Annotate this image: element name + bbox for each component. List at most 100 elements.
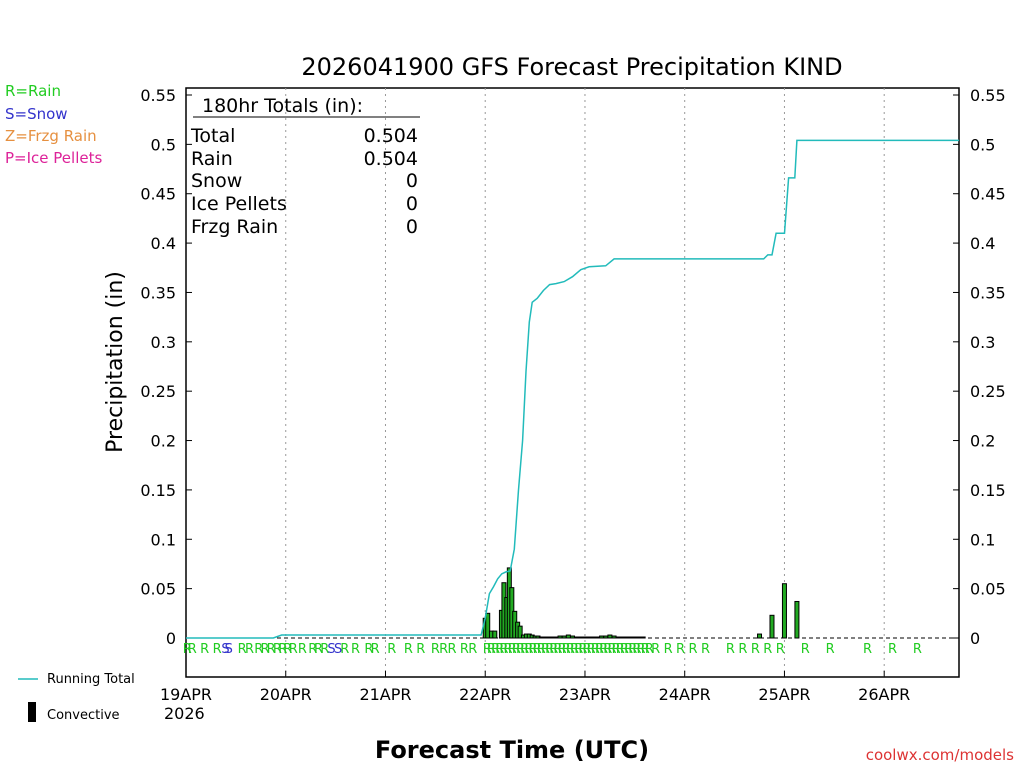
ptype-letter: R — [863, 642, 872, 657]
watermark: coolwx.com/models — [866, 746, 1014, 764]
x-tick-label: 26APR — [858, 685, 910, 704]
precip-bars — [482, 567, 800, 639]
ptype-letter: R — [387, 642, 396, 657]
ptype-letter: S — [327, 642, 335, 657]
ptype-letter: R — [587, 642, 596, 657]
ptype-letter: R — [632, 642, 641, 657]
precip-bar — [781, 583, 787, 639]
ptype-letter: R — [620, 642, 629, 657]
ptype-letter: R — [549, 642, 558, 657]
precip-bar — [590, 636, 596, 639]
totals-label-frzg-rain: Frzg Rain — [191, 216, 278, 238]
ptype-letter: R — [537, 642, 546, 657]
ptype-letter: R — [801, 642, 810, 657]
y-axis-left: 0 0.05 0.1 0.15 0.2 0.25 0.3 0.35 0.4 0.45 0.5 0.55 — [140, 86, 192, 648]
precip-bar — [578, 636, 584, 639]
ptype-letter: R — [495, 642, 504, 657]
ptype-letter: R — [520, 642, 529, 657]
ptype-letter: R — [183, 642, 192, 657]
y-tick-label-left: 0.15 — [140, 481, 176, 500]
precip-bar — [607, 634, 613, 639]
precip-bar — [582, 636, 588, 639]
ptype-letter: S — [334, 642, 342, 657]
precip-bar — [570, 635, 575, 639]
x-tick-label: 23APR — [559, 685, 611, 704]
ptype-letter: R — [738, 642, 747, 657]
legend-convective-swatch — [28, 702, 36, 722]
ptype-letter: R — [616, 642, 625, 657]
y-tick-label-right: 0.25 — [970, 382, 1006, 401]
ptype-letter: R — [504, 642, 513, 657]
ptype-letter: R — [483, 642, 492, 657]
x-tick-label: 22APR — [459, 685, 511, 704]
y-tick-label-left: 0 — [166, 629, 176, 648]
precip-bar — [492, 630, 498, 639]
ptype-letter: R — [624, 642, 633, 657]
totals-label-rain: Rain — [191, 148, 233, 170]
precip-bar — [615, 636, 621, 639]
y-tick-label-right: 0.4 — [970, 234, 995, 253]
ptype-letter: R — [651, 642, 660, 657]
ptype-letter: R — [664, 642, 673, 657]
ptype-letter: R — [460, 642, 469, 657]
x-axis-label: Forecast Time (UTC) — [375, 736, 649, 764]
y-tick-label-right: 0.3 — [970, 333, 995, 352]
ptype-letter: R — [371, 642, 380, 657]
precip-bar — [603, 635, 609, 639]
x-axis: 19APR 20APR 21APR 22APR 23APR 24APR 25APR 26APR — [160, 671, 910, 704]
ptype-letter: R — [364, 642, 373, 657]
ptype-letter: S — [221, 642, 229, 657]
legend-ice-pellets-key: P=Ice Pellets — [5, 149, 102, 167]
totals-value-rain: 0.504 — [364, 148, 418, 170]
precip-bar — [549, 636, 555, 639]
precip-bar — [769, 614, 775, 639]
precip-bar — [574, 636, 580, 639]
ptype-letter: R — [512, 642, 521, 657]
gridlines — [186, 88, 959, 677]
precip-bar — [632, 636, 638, 639]
y-tick-label-left: 0.55 — [140, 86, 176, 105]
legend-frzg-rain-key: Z=Frzg Rain — [5, 127, 97, 145]
ptype-letter: R — [238, 642, 247, 657]
ptype-letter: R — [583, 642, 592, 657]
plot-frame — [185, 87, 960, 678]
ptype-letter: R — [888, 642, 897, 657]
y-tick-label-left: 0.05 — [140, 580, 176, 599]
ptype-letter: R — [200, 642, 209, 657]
totals-value-frzg-rain: 0 — [406, 216, 418, 238]
ptype-letter: S — [225, 642, 233, 657]
ptype-letter: R — [545, 642, 554, 657]
x-tick-label: 25APR — [758, 685, 810, 704]
ptype-letter: R — [283, 642, 292, 657]
y-tick-label-right: 0.35 — [970, 283, 1006, 302]
ptype-letter: R — [188, 642, 197, 657]
ptype-letter: R — [566, 642, 575, 657]
ptype-letter: R — [562, 642, 571, 657]
precip-bar — [636, 636, 642, 639]
y-tick-label-left: 0.1 — [151, 530, 176, 549]
precip-bar — [757, 633, 763, 639]
precip-bar — [611, 635, 617, 639]
legend-rain-key: R=Rain — [5, 82, 61, 100]
ptype-letter: R — [273, 642, 282, 657]
ptype-letter: R — [320, 642, 329, 657]
ptype-letter: R — [612, 642, 621, 657]
y-tick-label-left: 0.25 — [140, 382, 176, 401]
y-tick-label-left: 0.5 — [151, 135, 176, 154]
ptype-letter: R — [913, 642, 922, 657]
ptype-letter: R — [213, 642, 222, 657]
ptype-letter: R — [637, 642, 646, 657]
running-total-series — [186, 139, 959, 639]
ptype-letter: R — [468, 642, 477, 657]
type-key-legend: R=Rain S=Snow Z=Frzg Rain P=Ice Pellets — [5, 82, 102, 167]
ptype-letter: R — [578, 642, 587, 657]
ptype-letter: R — [688, 642, 697, 657]
legend-running-total-label: Running Total — [47, 672, 135, 687]
ptype-letter: R — [267, 642, 276, 657]
ptype-letter: R — [826, 642, 835, 657]
ptype-letter: R — [516, 642, 525, 657]
y-tick-label-right: 0.05 — [970, 580, 1006, 599]
ptype-letter: R — [701, 642, 710, 657]
precip-bar — [624, 636, 630, 639]
